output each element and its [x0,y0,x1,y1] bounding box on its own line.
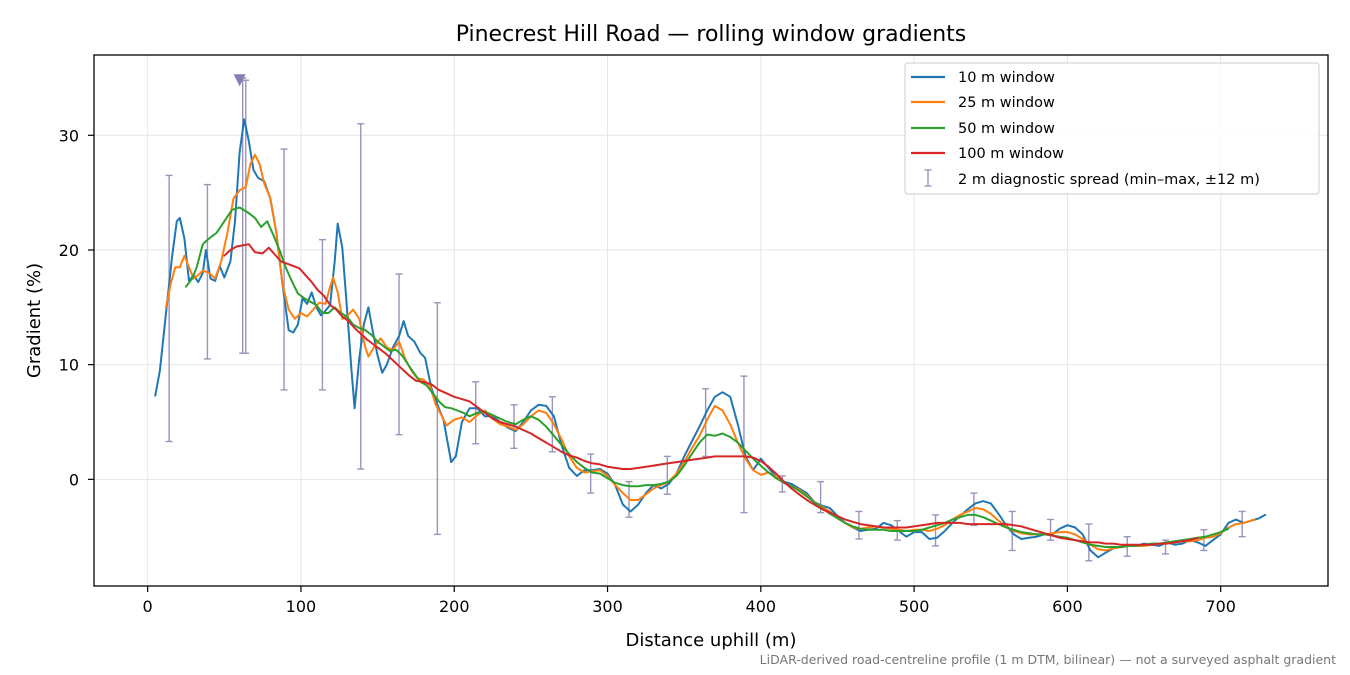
x-tick-label: 200 [439,597,470,616]
legend-label-50m: 50 m window [958,121,1055,137]
spread-errorbar [855,510,863,540]
plot-frame [93,54,1329,587]
x-tick-label: 500 [899,597,930,616]
legend-label-25m: 25 m window [958,95,1055,111]
x-tick-label: 600 [1052,597,1083,616]
series-line-w100 [223,243,1199,546]
y-tick-label: 0 [69,470,79,489]
spread-errorbar [663,455,671,495]
spread-errorbar [165,174,173,443]
x-tick-label: 300 [592,597,623,616]
spread-errorbar [778,475,786,493]
legend-label-spread: 2 m diagnostic spread (min–max, ±12 m) [958,172,1260,188]
max-gradient-marker [233,74,246,87]
spread-errorbar [932,514,940,547]
legend-label-10m: 10 m window [958,70,1055,86]
chart-title: Pinecrest Hill Road — rolling window gra… [456,22,967,47]
spread-errorbar [1047,518,1055,541]
series-line-w50 [185,206,1230,548]
series-line-w10 [154,118,1267,559]
legend-label-100m: 100 m window [958,146,1064,162]
spread-errorbar [587,453,595,494]
legend: 10 m window 25 m window 50 m window 100 … [904,62,1320,195]
spread-errorbar [1200,529,1208,552]
series-lines [154,118,1267,559]
y-tick-label: 10 [59,356,79,375]
spread-errorbar [280,148,288,391]
spread-errorbar [395,273,403,436]
axis-ticks: 0 100 200 300 400 500 600 700 0 10 20 30 [59,126,1236,616]
x-tick-label: 700 [1205,597,1236,616]
legend-box [904,62,1320,195]
spread-errorbar [548,396,556,453]
footnote: LiDAR-derived road-centreline profile (1… [760,652,1336,667]
spread-errorbar [433,302,441,536]
x-tick-label: 400 [746,597,777,616]
spread-errorbar [357,123,365,470]
legend-swatch-spread [924,169,932,187]
x-axis-label: Distance uphill (m) [626,630,797,651]
y-tick-label: 30 [59,126,79,145]
x-tick-label: 0 [143,597,153,616]
series-line-w25 [165,153,1256,552]
y-tick-label: 20 [59,241,79,260]
spread-errorbar [740,375,748,514]
y-axis-label: Gradient (%) [24,263,45,378]
x-tick-label: 100 [286,597,317,616]
max-marker-layer [233,74,246,87]
